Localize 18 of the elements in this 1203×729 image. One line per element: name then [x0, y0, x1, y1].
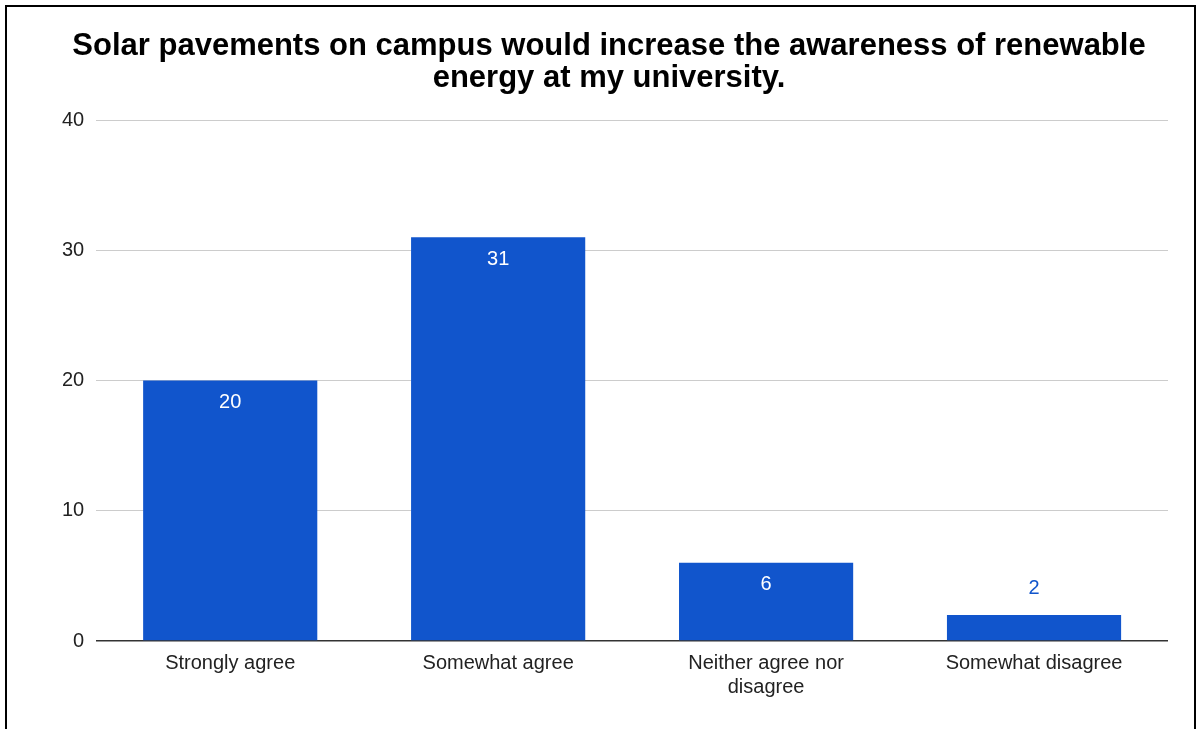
bar: [143, 380, 318, 641]
data-label: 6: [760, 572, 772, 595]
bar: [679, 562, 854, 641]
y-tick-label: 10: [62, 498, 85, 521]
y-tick-label: 20: [62, 368, 85, 391]
bar: [946, 614, 1122, 641]
data-label: 2: [1028, 576, 1040, 599]
bar: [411, 237, 586, 641]
x-tick-label: Strongly agree: [165, 650, 296, 673]
x-tick-label: Somewhat agree: [422, 650, 574, 673]
data-label: 31: [487, 246, 510, 269]
chart-title: Solar pavements on campus would increase the awareness of renewable energy at my university.: [72, 26, 1146, 95]
y-tick-label: 40: [62, 107, 85, 130]
x-tick-label: Somewhat disagree: [945, 650, 1123, 673]
y-tick-label: 0: [73, 628, 85, 651]
y-tick-label: 30: [62, 237, 85, 260]
data-label: 20: [219, 390, 242, 413]
x-tick-label: Neither agree nor disagree: [688, 650, 845, 697]
